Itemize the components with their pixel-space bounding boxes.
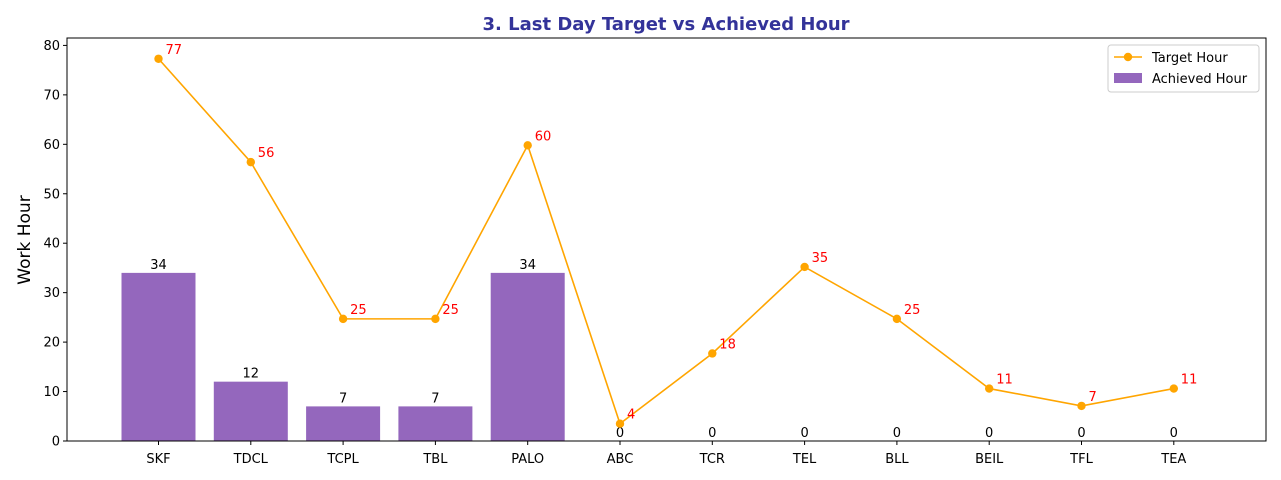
target-point xyxy=(1077,401,1086,411)
target-point xyxy=(338,314,348,324)
x-tick-label: BEIL xyxy=(975,452,1004,467)
target-point xyxy=(1169,384,1179,393)
target-value-label: 25 xyxy=(442,303,459,318)
target-line xyxy=(157,58,1174,426)
target-point xyxy=(615,419,625,428)
target-value-label: 4 xyxy=(627,408,635,423)
bar-palo xyxy=(490,272,565,441)
bar-tbl xyxy=(398,406,473,441)
bar-value-label: 0 xyxy=(893,426,901,441)
y-tick-label: 30 xyxy=(43,286,60,301)
target-value-label: 11 xyxy=(1181,373,1198,388)
chart-title: 3. Last Day Target vs Achieved Hour xyxy=(482,14,849,35)
bar-value-label: 0 xyxy=(1077,426,1085,441)
y-tick-label: 50 xyxy=(43,187,60,202)
legend-marker-swatch xyxy=(1123,52,1133,62)
bar-value-label: 34 xyxy=(150,258,167,273)
x-tick-label: TFL xyxy=(1069,452,1093,467)
target-point xyxy=(985,384,994,393)
axes-frame xyxy=(66,37,1267,442)
target-point xyxy=(154,54,163,63)
y-tick-label: 20 xyxy=(43,336,60,351)
x-tick-label: TCPL xyxy=(326,452,359,467)
x-tick-label: TEA xyxy=(1160,452,1186,467)
y-tick-label: 70 xyxy=(43,88,60,103)
legend-bar-swatch xyxy=(1114,73,1142,83)
legend-label-achieved: Achieved Hour xyxy=(1152,72,1248,87)
target-point xyxy=(431,314,440,324)
legend-box xyxy=(1107,44,1260,93)
bar-value-label: 12 xyxy=(243,367,260,382)
bar-value-label: 0 xyxy=(985,426,993,441)
target-value-label: 60 xyxy=(535,129,552,144)
bar-value-label: 7 xyxy=(431,391,439,406)
bar-tdcl xyxy=(213,381,288,441)
y-tick-label: 80 xyxy=(43,39,60,54)
y-tick-label: 10 xyxy=(43,385,60,400)
x-tick-label: SKF xyxy=(146,452,170,467)
target-value-label: 18 xyxy=(719,337,736,352)
target-value-label: 25 xyxy=(350,303,367,318)
y-tick-label: 0 xyxy=(52,435,60,450)
x-tick-label: TCR xyxy=(699,452,725,467)
target-point xyxy=(708,349,717,358)
target-value-label: 56 xyxy=(258,146,275,161)
target-point xyxy=(892,314,902,324)
x-tick-label: PALO xyxy=(511,452,544,467)
bar-value-label: 7 xyxy=(339,391,347,406)
bar-value-label: 0 xyxy=(1170,426,1178,441)
y-tick-label: 40 xyxy=(43,237,60,252)
x-tick-label: TDCL xyxy=(233,452,269,467)
bar-value-label: 0 xyxy=(800,426,808,441)
y-axis-label: Work Hour xyxy=(15,195,35,284)
target-value-label: 11 xyxy=(996,373,1013,388)
bar-value-label: 0 xyxy=(708,426,716,441)
target-value-label: 25 xyxy=(904,303,921,318)
y-tick-label: 60 xyxy=(43,138,60,153)
target-value-label: 7 xyxy=(1089,390,1097,405)
bar-skf xyxy=(121,272,196,441)
target-value-label: 35 xyxy=(812,251,829,266)
bar-value-label: 34 xyxy=(519,258,536,273)
x-tick-label: ABC xyxy=(607,452,634,467)
target-point xyxy=(246,157,255,167)
x-tick-label: TBL xyxy=(422,452,448,467)
x-tick-label: TEL xyxy=(792,452,817,467)
x-tick-label: BLL xyxy=(885,452,909,467)
target-value-label: 77 xyxy=(166,43,183,58)
legend-label-target: Target Hour xyxy=(1151,51,1228,66)
target-point xyxy=(800,262,809,272)
bar-tcpl xyxy=(306,406,381,441)
bar-value-label: 0 xyxy=(616,426,624,441)
target-point xyxy=(523,141,532,150)
legend: Target Hour Achieved Hour xyxy=(1107,44,1260,93)
